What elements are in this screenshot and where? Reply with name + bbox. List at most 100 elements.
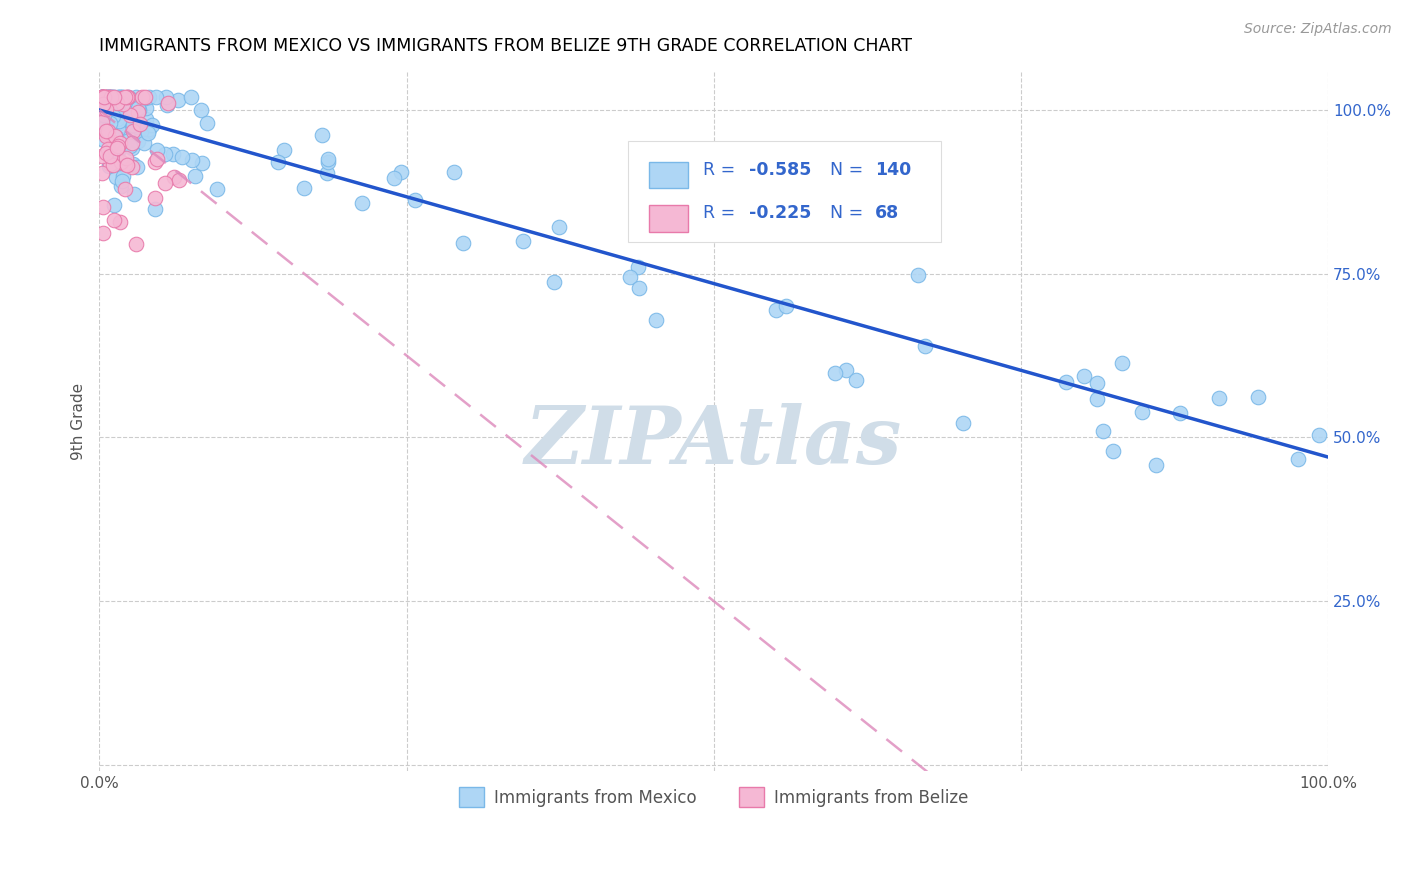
Point [1286, 451, 1309, 466]
Point [90, 90, 112, 104]
Point [104, 130, 127, 145]
Point [127, 104, 149, 119]
Point [134, 91, 156, 105]
Point [292, 181, 315, 195]
Point [125, 237, 148, 252]
Point [907, 268, 929, 282]
Point [619, 269, 641, 284]
Text: IMMIGRANTS FROM MEXICO VS IMMIGRANTS FROM BELIZE 9TH GRADE CORRELATION CHART: IMMIGRANTS FROM MEXICO VS IMMIGRANTS FRO… [100, 37, 912, 55]
Point [543, 275, 565, 289]
Point [1102, 444, 1125, 458]
Point [110, 107, 132, 121]
Point [1054, 375, 1077, 389]
Point [114, 103, 136, 118]
Point [134, 90, 156, 104]
Point [90, 90, 112, 104]
Point [91, 97, 114, 112]
Point [91, 227, 114, 241]
Point [103, 90, 125, 104]
Point [141, 119, 163, 133]
Text: ZIPAtlas: ZIPAtlas [524, 403, 903, 481]
Text: R =: R = [703, 204, 741, 222]
Point [117, 90, 139, 104]
Point [131, 120, 153, 134]
Point [96, 90, 118, 104]
Point [156, 98, 179, 112]
Point [98, 90, 121, 104]
Point [90, 90, 112, 104]
Text: 140: 140 [875, 161, 911, 178]
Point [112, 169, 135, 183]
Point [122, 94, 145, 108]
Point [107, 90, 129, 104]
Point [745, 219, 768, 233]
Point [114, 157, 136, 171]
Point [97, 90, 120, 104]
Point [91, 200, 114, 214]
Point [143, 155, 166, 169]
Point [90, 90, 112, 104]
Point [90, 149, 112, 163]
Point [197, 116, 219, 130]
Point [914, 339, 936, 353]
Point [316, 155, 339, 169]
Point [98, 157, 121, 171]
Point [765, 302, 787, 317]
Point [108, 153, 131, 167]
FancyBboxPatch shape [627, 141, 941, 243]
Point [90, 90, 112, 104]
Point [90, 115, 112, 129]
Point [114, 90, 136, 104]
Point [100, 127, 122, 141]
Point [103, 109, 125, 123]
Point [115, 90, 138, 104]
Point [122, 157, 145, 171]
Point [129, 124, 152, 138]
Legend: Immigrants from Mexico, Immigrants from Belize: Immigrants from Mexico, Immigrants from … [451, 779, 976, 815]
Point [136, 123, 159, 137]
Point [127, 134, 149, 148]
Point [138, 126, 160, 140]
Point [1085, 376, 1108, 390]
Point [1073, 368, 1095, 383]
Point [93, 120, 115, 135]
Point [627, 281, 650, 295]
Point [100, 90, 122, 104]
Point [94, 128, 117, 142]
Point [205, 182, 228, 196]
Point [107, 114, 129, 128]
Point [170, 150, 193, 164]
Point [1208, 391, 1230, 405]
Point [100, 90, 122, 104]
Point [94, 145, 117, 160]
Point [108, 90, 131, 104]
Point [107, 144, 129, 158]
Point [110, 155, 132, 169]
Point [112, 132, 135, 146]
Point [157, 96, 180, 111]
Point [121, 136, 143, 150]
Point [104, 169, 127, 184]
Point [101, 136, 124, 150]
Point [93, 90, 115, 104]
Text: N =: N = [820, 161, 869, 178]
Point [104, 107, 127, 121]
Point [184, 169, 207, 183]
Point [138, 90, 160, 104]
Point [90, 97, 112, 112]
Point [93, 133, 115, 147]
Point [548, 219, 571, 234]
Point [97, 142, 120, 156]
Point [111, 90, 134, 104]
Point [1308, 428, 1330, 442]
Point [311, 128, 333, 142]
Point [315, 166, 337, 180]
Point [1247, 390, 1270, 404]
Point [98, 159, 121, 173]
Point [1085, 392, 1108, 406]
Point [115, 134, 138, 148]
Point [191, 155, 214, 169]
Point [97, 90, 120, 104]
Point [127, 160, 149, 174]
Point [90, 90, 112, 104]
